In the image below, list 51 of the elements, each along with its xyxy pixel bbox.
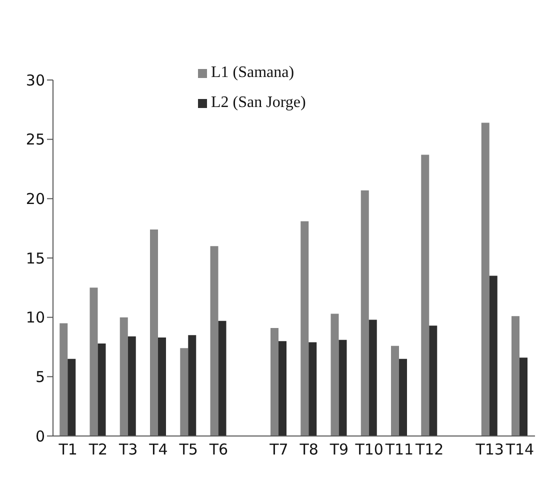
x-tick-label: T12 xyxy=(414,440,444,459)
bar xyxy=(218,320,226,436)
bar xyxy=(360,190,369,436)
bar xyxy=(368,320,377,436)
bar xyxy=(481,122,490,436)
y-tick-label: 15 xyxy=(26,249,45,268)
y-tick-label: 10 xyxy=(26,308,45,327)
x-tick-label: T8 xyxy=(298,440,318,459)
bar xyxy=(98,343,106,436)
legend-label: L2 (San Jorge) xyxy=(211,94,306,111)
bar xyxy=(308,342,317,436)
bar xyxy=(520,358,528,436)
x-tick-label: T7 xyxy=(268,440,288,459)
bar xyxy=(210,246,218,436)
bar xyxy=(300,221,309,436)
bar xyxy=(180,348,188,436)
bar xyxy=(270,328,279,436)
bar xyxy=(150,230,158,436)
y-tick-label: 25 xyxy=(26,130,45,149)
y-tick-label: 5 xyxy=(35,368,45,386)
bar xyxy=(90,288,98,436)
x-tick-label: T4 xyxy=(148,440,168,459)
bar xyxy=(489,276,498,436)
bar xyxy=(512,316,520,436)
bar xyxy=(60,323,68,436)
bar xyxy=(188,335,196,436)
bar xyxy=(399,358,408,436)
bar xyxy=(330,314,339,436)
x-tick-label: T9 xyxy=(328,440,349,459)
x-tick-label: T6 xyxy=(208,440,228,459)
bar xyxy=(158,338,166,436)
x-tick-label: T11 xyxy=(384,440,414,459)
x-tick-label: T13 xyxy=(474,440,504,459)
x-tick-label: T14 xyxy=(504,440,534,459)
legend-label: L1 (Samana) xyxy=(211,64,294,81)
y-tick-label: 20 xyxy=(26,190,45,208)
x-tick-label: T5 xyxy=(178,440,198,459)
bar xyxy=(421,154,430,436)
y-tick-label: 30 xyxy=(26,71,45,90)
bar xyxy=(120,317,128,436)
bar xyxy=(338,340,347,436)
x-tick-label: T10 xyxy=(354,440,384,459)
bar xyxy=(128,336,136,436)
bar xyxy=(391,346,400,436)
x-tick-label: T2 xyxy=(88,440,108,459)
x-tick-label: T1 xyxy=(58,440,78,459)
bar xyxy=(429,326,438,436)
y-tick-label: 0 xyxy=(35,427,45,446)
bar xyxy=(278,341,287,436)
bar xyxy=(68,358,76,436)
x-tick-label: T3 xyxy=(118,440,138,459)
